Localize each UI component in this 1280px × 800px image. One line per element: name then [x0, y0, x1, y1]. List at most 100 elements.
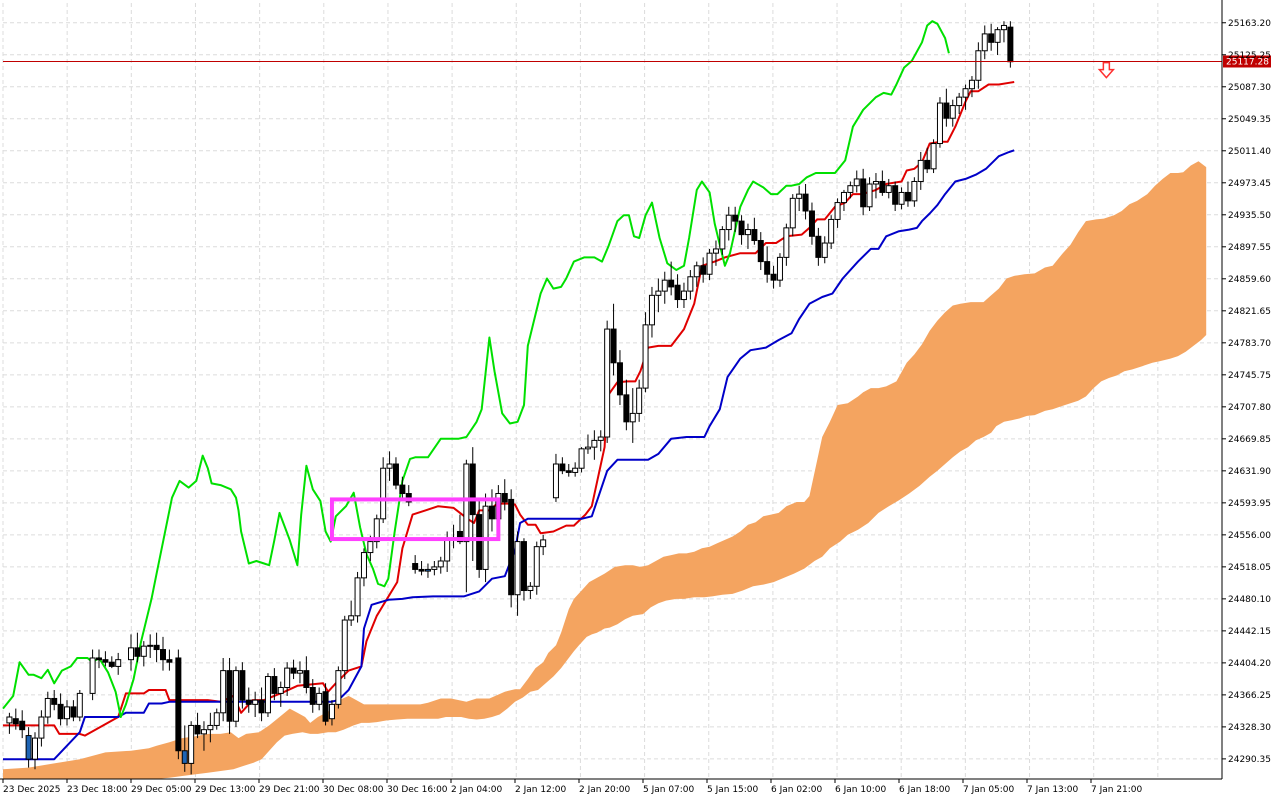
candle-body: [751, 229, 758, 242]
y-tick-label: 24935.50: [1228, 211, 1271, 221]
candle-body: [437, 560, 444, 568]
candle-body: [51, 697, 58, 705]
candle: [674, 274, 681, 308]
candle-body: [962, 88, 969, 98]
candle: [642, 312, 649, 393]
y-tick-label: 24669.85: [1228, 435, 1271, 445]
candle-body: [134, 647, 141, 657]
candle: [872, 173, 879, 199]
candle: [335, 666, 342, 709]
candle-body: [373, 518, 380, 543]
candle: [245, 687, 252, 713]
candle: [610, 303, 617, 376]
chikou-line: [2, 20, 950, 718]
candle: [437, 556, 444, 574]
candle-body: [153, 644, 160, 651]
candle-body: [160, 649, 166, 661]
kumo-cloud: [3, 161, 1207, 779]
x-tick-label: 6 Jan 18:00: [899, 785, 951, 795]
candle: [956, 92, 963, 115]
candle-body: [1000, 24, 1007, 31]
candle-body: [892, 185, 899, 205]
candle: [943, 88, 950, 127]
candle-body: [578, 448, 585, 469]
candle: [616, 350, 623, 405]
candle-body: [866, 183, 873, 208]
candle-body: [514, 541, 521, 596]
candle: [194, 712, 201, 739]
candle-body: [271, 676, 278, 694]
candle-body: [956, 96, 963, 107]
candle: [424, 563, 431, 578]
candle-body: [25, 735, 32, 760]
candle-body: [335, 670, 342, 705]
candle-body: [424, 568, 431, 572]
candle-body: [232, 670, 239, 722]
candle-body: [166, 659, 173, 663]
candle-body: [32, 737, 38, 760]
candle-body: [488, 505, 495, 520]
candle: [32, 732, 38, 770]
candle-body: [552, 463, 559, 499]
y-tick-label: 24745.75: [1228, 371, 1271, 381]
candle-body: [380, 467, 387, 520]
candle-body: [738, 220, 745, 236]
candle: [1007, 21, 1014, 68]
candle: [102, 651, 109, 667]
candle: [316, 687, 323, 711]
candle: [540, 534, 547, 556]
candle: [360, 548, 367, 587]
candle: [783, 223, 790, 266]
candle-body: [520, 541, 527, 592]
candle-body: [316, 692, 323, 705]
candle-body: [508, 498, 515, 596]
candle: [296, 661, 303, 684]
x-tick-label: 2 Jan 12:00: [515, 785, 567, 795]
candle: [70, 700, 77, 722]
candle-body: [949, 105, 956, 119]
candle: [917, 151, 924, 190]
x-tick-label: 7 Jan 05:00: [963, 785, 1015, 795]
candle: [559, 457, 566, 475]
candle: [572, 462, 579, 477]
candle-body: [239, 670, 246, 701]
candle-body: [328, 703, 335, 720]
candle: [12, 708, 19, 730]
x-tick-label: 29 Dec 21:00: [259, 785, 320, 795]
candle: [200, 721, 207, 751]
candle: [232, 666, 239, 728]
candle: [303, 656, 310, 694]
candle: [552, 453, 559, 502]
candle-body: [629, 412, 636, 423]
candle: [623, 379, 630, 431]
candle: [412, 555, 419, 574]
candle: [38, 710, 45, 747]
candle-body: [917, 159, 924, 182]
candle-body: [572, 467, 579, 473]
candle: [527, 582, 534, 599]
candle-body: [412, 563, 419, 570]
candle-body: [808, 210, 815, 237]
candle: [488, 489, 495, 532]
candle: [994, 27, 1001, 55]
y-tick-label: 24290.35: [1228, 755, 1271, 765]
candle-body: [565, 470, 572, 473]
candle-body: [911, 180, 918, 202]
candle: [309, 679, 316, 713]
candle-body: [463, 463, 470, 543]
candle-body: [367, 541, 374, 554]
candle-body: [1007, 26, 1014, 63]
candle-body: [181, 750, 188, 764]
candle-body: [725, 214, 732, 231]
candle-body: [175, 657, 182, 752]
candle-body: [245, 699, 252, 705]
candle: [348, 600, 355, 626]
candle: [808, 202, 815, 245]
candle-body: [898, 191, 905, 205]
candle-body: [943, 102, 950, 119]
candle-body: [559, 463, 566, 472]
candle: [770, 265, 777, 289]
candle: [399, 476, 406, 500]
candle: [604, 320, 611, 443]
